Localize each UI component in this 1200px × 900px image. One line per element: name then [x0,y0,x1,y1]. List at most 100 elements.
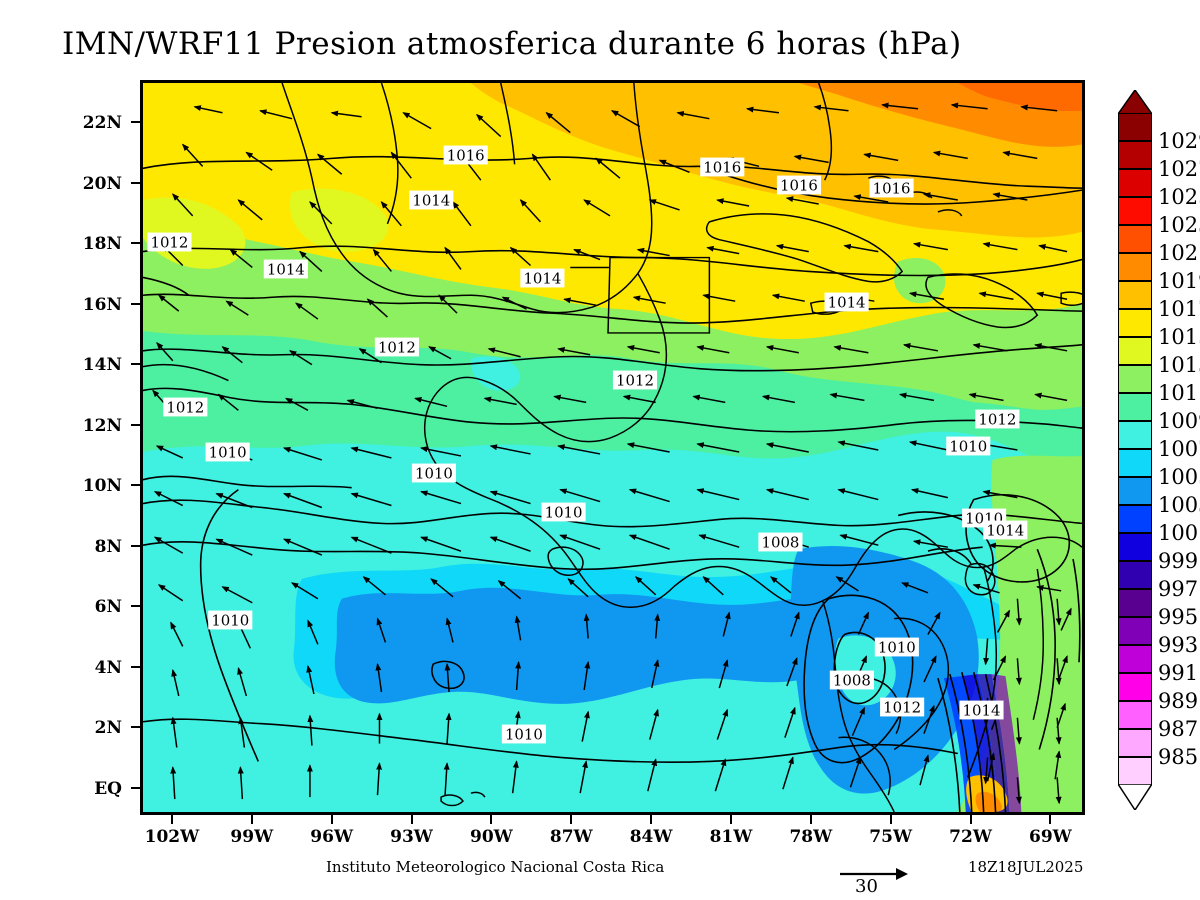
isobar-label: 1010 [411,463,457,482]
colorbar-segment [1118,253,1152,281]
isobar-label: 1012 [612,370,658,389]
isobar-label: 1010 [874,637,919,656]
isobar-label: 1010 [501,724,546,743]
svg-text:1012: 1012 [166,398,204,416]
lat-tick-mark [131,242,140,245]
lon-tick-label: 69W [1029,827,1072,847]
lat-tick-mark [131,181,140,184]
colorbar-tick-label: 1015 [1158,325,1200,349]
lon-tick-mark [650,815,653,824]
lat-tick-mark [131,363,140,366]
colorbar-segment [1118,561,1152,589]
isobar-label: 1010 [541,502,586,521]
colorbar-segment [1118,533,1152,561]
filled-contour-layer [143,83,1082,812]
wind-scale-value: 30 [855,876,878,897]
colorbar-segment [1118,589,1152,617]
isobar-label: 1012 [880,697,925,716]
forecast-timestamp: 18Z18JUL2025 [968,858,1084,876]
svg-text:1008: 1008 [762,533,800,551]
svg-text:1012: 1012 [151,233,189,251]
lat-tick-label: 6N [94,597,122,618]
svg-text:1008: 1008 [833,671,871,689]
lat-tick-label: 16N [82,294,122,315]
svg-text:1014: 1014 [267,260,305,278]
colorbar-tick-label: 1003 [1158,493,1200,517]
lat-tick-label: 10N [82,476,122,497]
lat-tick-mark [131,302,140,305]
colorbar-tick-label: 1025 [1158,185,1200,209]
isobar-label: 1008 [758,532,803,551]
map-canvas: 1016 1016 1016 1016 1014 1014 1014 1014 1012 1012… [143,83,1082,812]
isobar-label: 1016 [443,145,488,164]
lat-tick-label: 8N [94,536,122,557]
lon-tick-label: 99W [230,827,274,847]
isobar-label: 1016 [700,157,745,176]
svg-text:1012: 1012 [616,371,654,389]
svg-text:1016: 1016 [780,176,818,194]
svg-text:1016: 1016 [447,146,485,164]
lon-tick-label: 84W [629,827,673,847]
svg-text:1010: 1010 [211,611,249,629]
colorbar-tick-label: 1029 [1158,129,1200,153]
lon-tick-label: 93W [390,827,433,847]
lon-tick-label: 87W [549,827,593,847]
colorbar-tick-label: 985 [1158,745,1199,769]
isobar-label: 1016 [776,175,822,194]
colorbar-segment [1118,141,1152,169]
lon-tick-mark [490,815,493,824]
lat-tick-label: 4N [94,657,122,678]
colorbar-tick-label: 1027 [1158,157,1200,181]
svg-text:1016: 1016 [873,179,911,197]
institution-credit: Instituto Meteorologico Nacional Costa R… [326,858,665,876]
lon-tick-label: 78W [789,827,833,847]
colorbar-segment [1118,757,1152,785]
isobar-label: 1014 [520,268,565,287]
isobar-label: 1014 [824,292,869,311]
lon-tick-mark [330,815,333,824]
isobar-label: 1012 [975,409,1020,428]
svg-text:1010: 1010 [545,503,583,521]
svg-text:1014: 1014 [963,701,1001,719]
svg-text:1016: 1016 [703,158,741,176]
lon-tick-label: 90W [470,827,513,847]
lon-tick-label: 75W [869,827,913,847]
colorbar-tick-label: 997 [1158,577,1199,601]
colorbar-tick-label: 993 [1158,633,1199,657]
colorbar-segment [1118,169,1152,197]
isobar-label: 1014 [959,700,1004,719]
lat-tick-label: 18N [82,234,122,255]
page-title: IMN/WRF11 Presion atmosferica durante 6 … [62,26,962,62]
svg-text:1014: 1014 [986,521,1024,539]
colorbar[interactable] [1118,113,1152,785]
svg-text:1012: 1012 [978,410,1016,428]
lat-tick-label: 2N [94,718,122,739]
lat-tick-label: 12N [82,415,122,436]
isobar-label: 1014 [263,259,308,278]
svg-text:1012: 1012 [378,338,416,356]
colorbar-over-arrow [1118,90,1152,114]
isobar-label: 1008 [829,670,874,689]
lon-tick-mark [570,815,573,824]
svg-text:1010: 1010 [209,443,247,461]
colorbar-tick-label: 991 [1158,661,1199,685]
colorbar-segment [1118,673,1152,701]
isobar-label: 1010 [205,442,250,461]
colorbar-tick-label: 1019 [1158,269,1200,293]
colorbar-segment [1118,729,1152,757]
lat-tick-mark [131,726,140,729]
colorbar-segment [1118,421,1152,449]
colorbar-segment [1118,197,1152,225]
colorbar-tick-label: 995 [1158,605,1199,629]
isobar-label: 1014 [983,520,1028,539]
colorbar-segment [1118,113,1152,141]
contour-label-layer: 1016 1016 1016 1016 1014 1014 1014 1014 1012 1012… [147,145,1028,743]
lon-tick-mark [170,815,173,824]
svg-text:1010: 1010 [949,437,987,455]
wind-vector-layer [152,102,1072,805]
isobar-label: 1010 [208,610,253,629]
isobar-label: 1012 [147,232,192,251]
svg-text:1012: 1012 [883,698,921,716]
